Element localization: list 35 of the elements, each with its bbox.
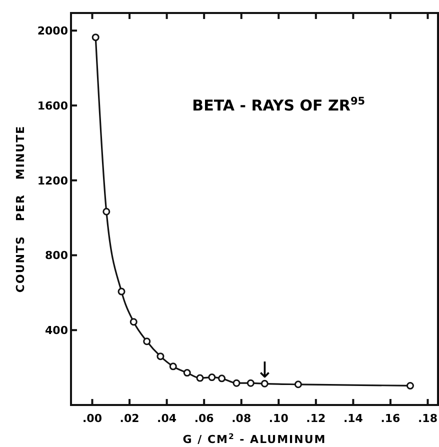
point: [156, 352, 164, 360]
x-tick-label: .10: [268, 412, 289, 425]
down-arrow: ↓: [255, 358, 274, 384]
y-tick-label: 2000: [37, 24, 68, 38]
point: [102, 208, 110, 216]
y-tick-label: 800: [45, 249, 68, 262]
point: [246, 379, 254, 387]
point: [169, 362, 177, 370]
y-tick-label: 1600: [37, 99, 68, 112]
point: [143, 338, 151, 346]
point: [92, 34, 100, 42]
x-tick-label: .06: [194, 412, 214, 425]
point: [118, 288, 126, 296]
point: [232, 379, 240, 387]
y-axis-title: COUNTS PER MINUTE: [14, 125, 27, 293]
point: [260, 380, 268, 388]
point: [196, 374, 204, 382]
point: [294, 380, 302, 388]
point: [218, 374, 226, 382]
text: BETA - RAYS OF ZR$^{95}$: [192, 95, 366, 114]
point: [183, 369, 191, 377]
x-axis-title: G / CM$^{2}$ - ALUMINUM: [182, 432, 326, 446]
point: [208, 374, 216, 382]
point: [130, 318, 138, 326]
x-tick-label: .14: [343, 412, 364, 425]
x-tick-label: .18: [418, 412, 438, 425]
x-tick-label: .04: [157, 412, 177, 425]
y-tick-label: 1200: [37, 174, 68, 188]
x-tick-label: .08: [232, 412, 252, 425]
point: [406, 382, 414, 390]
x-tick-label: .16: [380, 412, 401, 425]
x-tick-label: .02: [120, 412, 140, 425]
y-tick-label: 400: [45, 324, 68, 338]
x-tick-label: .12: [306, 412, 326, 425]
x-tick-label: .00: [82, 412, 102, 425]
